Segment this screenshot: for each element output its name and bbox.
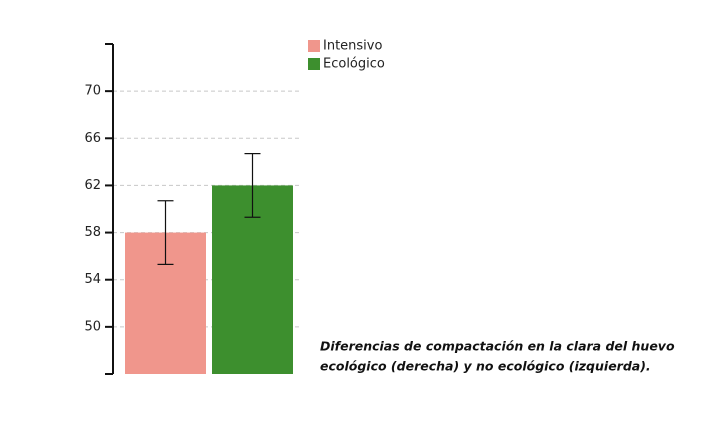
y-tick-label: 58 [84,225,101,240]
annotation: Diferencias de compactación en la clara … [320,339,675,354]
legend-swatch [308,40,320,52]
y-tick-label: 50 [84,319,101,334]
legend-label: Ecológico [323,57,385,72]
error-bar [157,200,174,265]
y-tick-label: 54 [84,272,101,287]
error-bar [244,153,261,218]
y-tick-label: 66 [84,131,101,146]
y-tick-label: 62 [84,178,101,193]
legend-label: Intensivo [323,39,382,54]
y-tick-label: 70 [84,84,101,99]
annotation: ecológico (derecha) y no ecológico (izqu… [320,359,651,374]
legend-swatch [308,58,320,70]
